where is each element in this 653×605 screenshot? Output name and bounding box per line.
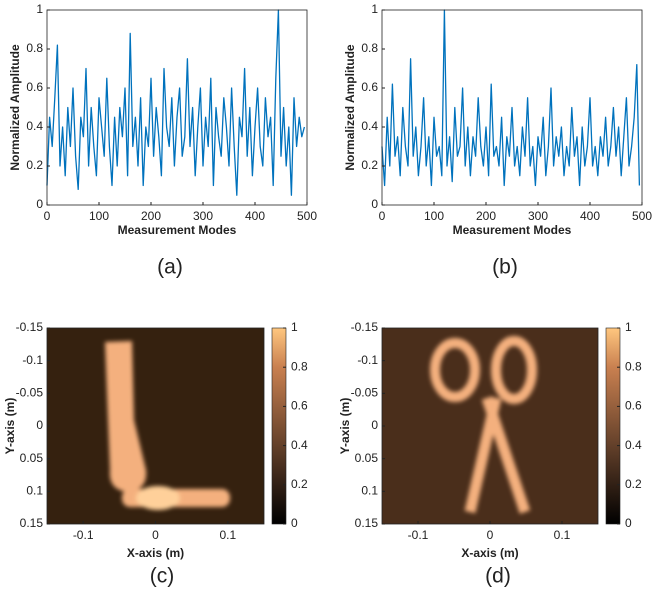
y-axis-label: Y-axis (m) xyxy=(338,398,352,455)
colorbar xyxy=(271,327,287,525)
colorbar-tick-label: 0.6 xyxy=(291,399,308,413)
y-tick-label: 0.8 xyxy=(361,41,378,55)
y-tick-label: 0.6 xyxy=(361,80,378,94)
y-tick-label: 0.2 xyxy=(361,158,378,172)
y-tick-label: -0.15 xyxy=(351,320,379,334)
colorbar-tick-label: 0.4 xyxy=(291,438,308,452)
y-tick-label: -0.1 xyxy=(22,353,43,367)
y-axis-label: Normalized Amplitude xyxy=(343,44,357,171)
colorbar xyxy=(605,327,621,525)
y-tick-label: 0.15 xyxy=(355,516,379,530)
colorbar-tick-label: 1 xyxy=(291,320,298,334)
y-tick-label: 0.1 xyxy=(26,484,43,498)
axes-box xyxy=(46,9,308,206)
y-tick-label: 1 xyxy=(36,2,43,16)
y-tick-label: 0 xyxy=(371,418,378,432)
hammer-image xyxy=(47,328,264,524)
x-tick-label: 0 xyxy=(379,209,386,223)
x-tick-label: 0 xyxy=(44,209,51,223)
x-tick-label: 100 xyxy=(89,209,109,223)
y-tick-label: 0.05 xyxy=(20,451,44,465)
colorbar-tick-label: 0.8 xyxy=(291,359,308,373)
colorbar-tick-label: 1 xyxy=(625,320,632,334)
y-tick-label: 0.2 xyxy=(26,158,43,172)
y-tick-label: 0.4 xyxy=(361,119,378,133)
x-tick-label: 200 xyxy=(141,209,161,223)
y-tick-label: 0 xyxy=(36,197,43,211)
x-tick-label: 300 xyxy=(193,209,213,223)
x-tick-label: 0.1 xyxy=(554,528,571,542)
y-tick-label: -0.15 xyxy=(16,320,44,334)
x-tick-label: 0 xyxy=(152,528,159,542)
data-line xyxy=(46,9,306,196)
y-tick-label: 0 xyxy=(371,197,378,211)
y-tick-label: 0.05 xyxy=(355,451,379,465)
y-axis-label: Normalized Amplitude xyxy=(8,44,22,171)
x-axis-label: X-axis (m) xyxy=(127,546,184,560)
x-tick-label: 0.1 xyxy=(219,528,236,542)
y-tick-label: 0 xyxy=(36,418,43,432)
caption: (c) xyxy=(150,565,175,588)
y-tick-label: 0.6 xyxy=(26,80,43,94)
x-tick-label: 500 xyxy=(297,209,317,223)
x-tick-label: 0 xyxy=(487,528,494,542)
caption: (d) xyxy=(485,565,511,588)
y-tick-label: -0.05 xyxy=(16,386,44,400)
x-tick-label: 500 xyxy=(632,209,652,223)
y-tick-label: -0.1 xyxy=(357,353,378,367)
x-tick-label: 100 xyxy=(424,209,444,223)
colorbar-tick-label: 0.6 xyxy=(625,399,642,413)
x-axis-label: Measurement Modes xyxy=(118,223,237,237)
x-tick-label: 200 xyxy=(476,209,496,223)
colorbar-tick-label: 0.2 xyxy=(291,477,308,491)
data-line xyxy=(381,9,641,187)
x-axis-label: X-axis (m) xyxy=(461,546,518,560)
x-tick-label: 300 xyxy=(528,209,548,223)
y-tick-label: 1 xyxy=(371,2,378,16)
colorbar-tick-label: 0 xyxy=(625,516,632,530)
colorbar-tick-label: 0 xyxy=(291,516,298,530)
axes-box xyxy=(381,9,643,206)
x-tick-label: 400 xyxy=(580,209,600,223)
y-tick-label: 0.4 xyxy=(26,119,43,133)
colorbar-tick-label: 0.8 xyxy=(625,359,642,373)
colorbar-tick-label: 0.4 xyxy=(625,438,642,452)
caption: (a) xyxy=(157,256,183,279)
y-tick-label: 0.15 xyxy=(20,516,44,530)
x-axis-label: Measurement Modes xyxy=(453,223,572,237)
x-tick-label: 400 xyxy=(245,209,265,223)
caption: (b) xyxy=(492,256,518,279)
y-tick-label: 0.8 xyxy=(26,41,43,55)
y-tick-label: 0.1 xyxy=(361,484,378,498)
x-tick-label: -0.1 xyxy=(73,528,94,542)
colorbar-tick-label: 0.2 xyxy=(625,477,642,491)
scissors-image xyxy=(382,328,598,524)
y-tick-label: -0.05 xyxy=(351,386,379,400)
x-tick-label: -0.1 xyxy=(408,528,429,542)
y-axis-label: Y-axis (m) xyxy=(3,398,17,455)
